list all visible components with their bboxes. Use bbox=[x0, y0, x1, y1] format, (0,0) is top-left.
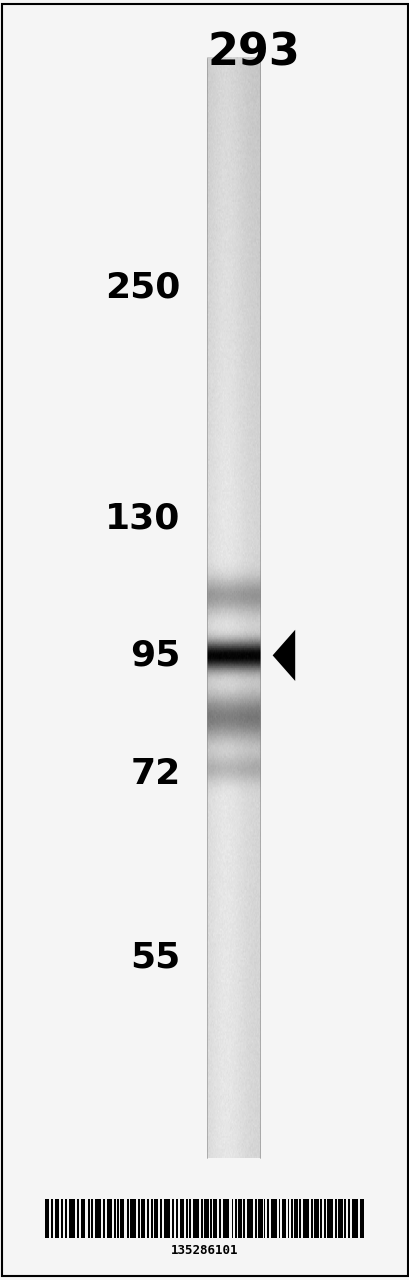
Bar bbox=[293, 1199, 297, 1238]
Bar bbox=[314, 1199, 318, 1238]
Bar bbox=[103, 1199, 105, 1238]
Bar bbox=[94, 1199, 101, 1238]
Bar bbox=[219, 1199, 221, 1238]
Bar bbox=[204, 1199, 208, 1238]
Bar bbox=[290, 1199, 292, 1238]
Bar bbox=[91, 1199, 93, 1238]
Bar bbox=[81, 1199, 85, 1238]
Bar bbox=[117, 1199, 119, 1238]
Bar bbox=[319, 1199, 321, 1238]
Bar bbox=[254, 1199, 256, 1238]
Bar bbox=[281, 1199, 285, 1238]
Text: 135286101: 135286101 bbox=[171, 1244, 238, 1257]
Text: 130: 130 bbox=[105, 502, 180, 535]
Bar bbox=[326, 1199, 333, 1238]
Bar bbox=[164, 1199, 170, 1238]
Bar bbox=[243, 1199, 245, 1238]
Text: 250: 250 bbox=[105, 271, 180, 305]
Bar bbox=[172, 1199, 174, 1238]
Bar bbox=[77, 1199, 79, 1238]
Bar bbox=[237, 1199, 241, 1238]
Bar bbox=[65, 1199, 67, 1238]
Bar bbox=[153, 1199, 157, 1238]
Bar bbox=[126, 1199, 128, 1238]
Bar bbox=[120, 1199, 124, 1238]
Bar bbox=[150, 1199, 152, 1238]
Bar bbox=[310, 1199, 312, 1238]
Bar bbox=[189, 1199, 191, 1238]
Bar bbox=[343, 1199, 345, 1238]
Bar bbox=[263, 1199, 265, 1238]
Bar bbox=[351, 1199, 357, 1238]
Bar bbox=[299, 1199, 301, 1238]
Bar bbox=[88, 1199, 89, 1238]
Bar bbox=[185, 1199, 187, 1238]
Bar bbox=[54, 1199, 59, 1238]
Bar bbox=[147, 1199, 149, 1238]
Bar bbox=[278, 1199, 280, 1238]
Bar bbox=[359, 1199, 363, 1238]
Bar bbox=[347, 1199, 349, 1238]
Bar bbox=[176, 1199, 178, 1238]
Bar bbox=[337, 1199, 342, 1238]
Bar bbox=[45, 1199, 49, 1238]
Bar bbox=[137, 1199, 139, 1238]
Bar bbox=[107, 1199, 111, 1238]
Bar bbox=[222, 1199, 229, 1238]
Bar bbox=[270, 1199, 276, 1238]
Bar bbox=[180, 1199, 184, 1238]
Text: 293: 293 bbox=[207, 32, 300, 76]
Bar bbox=[130, 1199, 136, 1238]
Bar bbox=[209, 1199, 211, 1238]
Polygon shape bbox=[272, 630, 294, 681]
Bar bbox=[334, 1199, 336, 1238]
Bar bbox=[114, 1199, 115, 1238]
Bar bbox=[266, 1199, 268, 1238]
Bar bbox=[141, 1199, 145, 1238]
Bar bbox=[51, 1199, 53, 1238]
Bar bbox=[69, 1199, 75, 1238]
Bar bbox=[213, 1199, 217, 1238]
Bar bbox=[247, 1199, 253, 1238]
Bar bbox=[200, 1199, 202, 1238]
Bar bbox=[323, 1199, 325, 1238]
Bar bbox=[160, 1199, 162, 1238]
Bar bbox=[302, 1199, 308, 1238]
Bar bbox=[234, 1199, 236, 1238]
Bar bbox=[61, 1199, 63, 1238]
Bar bbox=[258, 1199, 262, 1238]
Text: 72: 72 bbox=[130, 758, 180, 791]
Bar bbox=[287, 1199, 289, 1238]
Text: 95: 95 bbox=[130, 639, 180, 672]
Bar bbox=[192, 1199, 198, 1238]
Bar bbox=[231, 1199, 233, 1238]
Text: 55: 55 bbox=[130, 941, 180, 974]
